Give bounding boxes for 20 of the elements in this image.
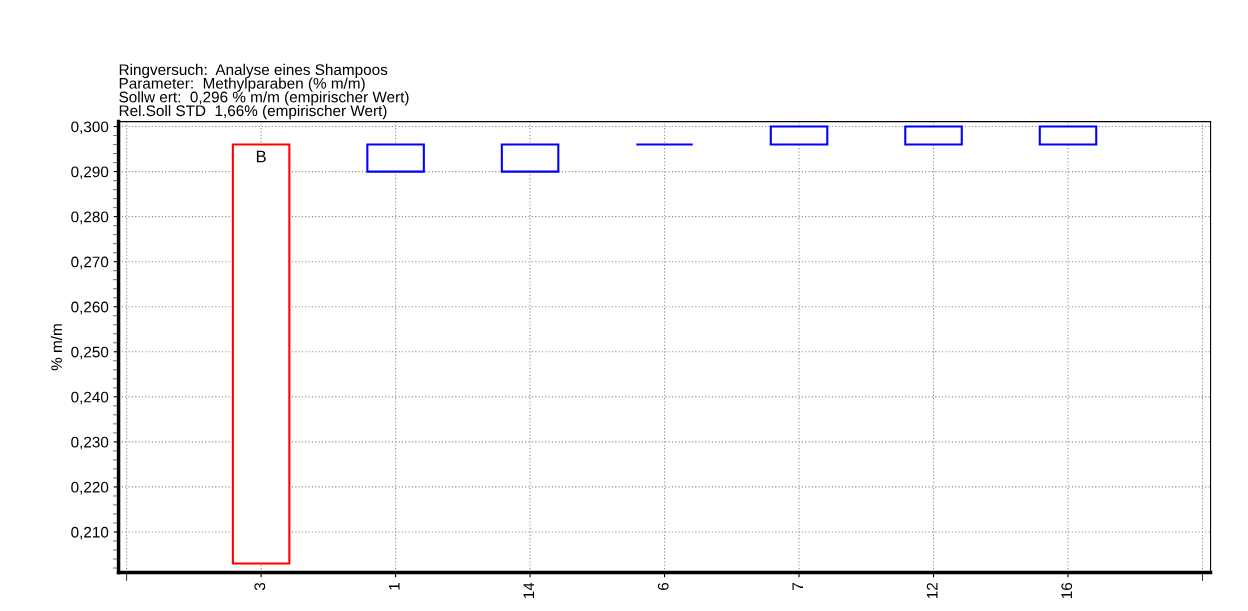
y-tick-label: 0,220 xyxy=(71,481,109,495)
x-tick-label: 3 xyxy=(254,582,266,591)
x-tick-label: 14 xyxy=(523,582,535,599)
y-tick-label: 0,230 xyxy=(71,436,109,450)
y-tick-label: 0,210 xyxy=(71,526,109,540)
y-tick-label: 0,270 xyxy=(71,256,109,270)
y-tick-label: 0,300 xyxy=(71,121,109,135)
y-axis-title: % m/m xyxy=(50,324,63,371)
y-tick-label: 0,290 xyxy=(71,166,109,180)
y-tick-label: 0,260 xyxy=(71,301,109,315)
x-tick-label: 7 xyxy=(792,583,803,590)
x-tick-label: 6 xyxy=(657,582,669,590)
x-tick-label: 12 xyxy=(926,582,938,599)
y-tick-label: 0,240 xyxy=(71,391,109,405)
annotation: B xyxy=(256,150,266,163)
chart-title: Ringversuch: Analyse eines Shampoos Parameter: Methylparaben (% m/m) Sollw ert: 0,296 % m/m (empirischer Wert) Rel.Soll STD 1,66% (empirischer Wert) xyxy=(119,63,409,120)
x-tick-label: 1 xyxy=(389,582,400,590)
x-tick-label: 16 xyxy=(1061,582,1073,599)
y-tick-label: 0,250 xyxy=(71,346,109,360)
y-tick-label: 0,280 xyxy=(71,211,109,225)
